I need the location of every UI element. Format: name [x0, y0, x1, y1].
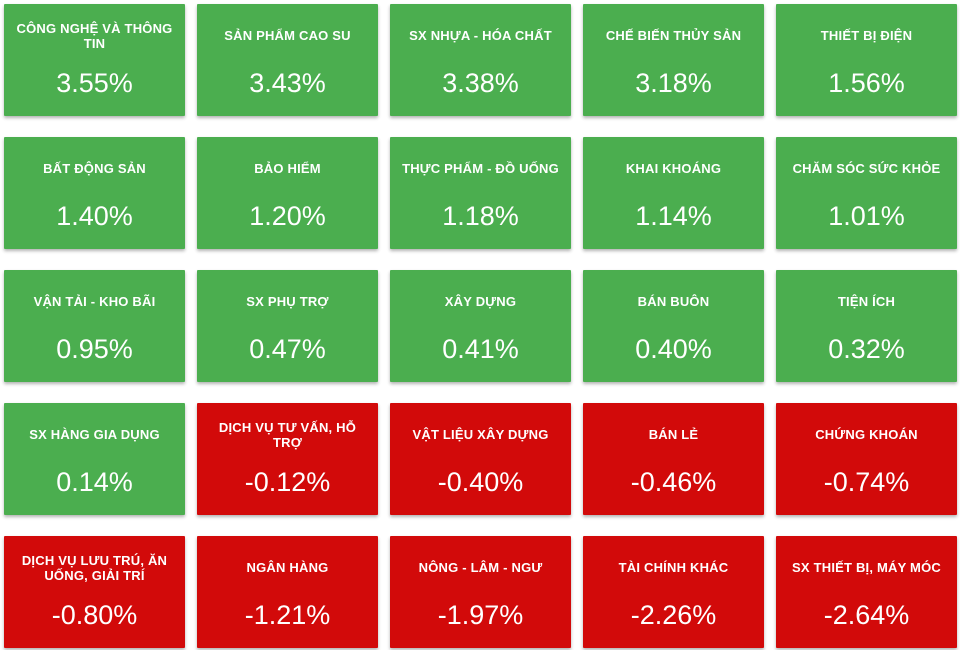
sector-tile[interactable]: SX PHỤ TRỢ 0.47% — [197, 270, 378, 382]
sector-change-value: 1.56% — [828, 67, 905, 98]
sector-tile[interactable]: SX HÀNG GIA DỤNG 0.14% — [4, 403, 185, 515]
sector-change-value: 1.40% — [56, 200, 133, 231]
sector-change-value: 0.32% — [828, 333, 905, 364]
sector-tile[interactable]: SX THIẾT BỊ, MÁY MÓC -2.64% — [776, 536, 957, 648]
sector-change-value: 3.38% — [442, 67, 519, 98]
sector-tile[interactable]: BÁN LẺ -0.46% — [583, 403, 764, 515]
sector-name: BẤT ĐỘNG SẢN — [43, 161, 146, 177]
sector-tile[interactable]: NÔNG - LÂM - NGƯ -1.97% — [390, 536, 571, 648]
sector-tile[interactable]: BÁN BUÔN 0.40% — [583, 270, 764, 382]
sector-tile[interactable]: TIỆN ÍCH 0.32% — [776, 270, 957, 382]
sector-name: NGÂN HÀNG — [246, 560, 329, 576]
sector-name: DỊCH VỤ TƯ VẤN, HỖ TRỢ — [218, 419, 357, 450]
sector-name: THỰC PHẨM - ĐỒ UỐNG — [402, 161, 559, 177]
sector-tile[interactable]: DỊCH VỤ LƯU TRÚ, ĂN UỐNG, GIẢI TRÍ -0.80% — [4, 536, 185, 648]
sector-name: TÀI CHÍNH KHÁC — [618, 560, 729, 576]
sector-name: SX THIẾT BỊ, MÁY MÓC — [792, 560, 941, 576]
sector-tile[interactable]: SẢN PHẨM CAO SU 3.43% — [197, 4, 378, 116]
sector-name: SX PHỤ TRỢ — [246, 294, 329, 310]
sector-change-value: 3.18% — [635, 67, 712, 98]
sector-tile[interactable]: NGÂN HÀNG -1.21% — [197, 536, 378, 648]
sector-name: SẢN PHẨM CAO SU — [224, 28, 351, 44]
sector-change-value: 1.01% — [828, 200, 905, 231]
sector-name: XÂY DỰNG — [444, 294, 517, 310]
sector-tile[interactable]: BẢO HIỂM 1.20% — [197, 137, 378, 249]
sector-tile[interactable]: BẤT ĐỘNG SẢN 1.40% — [4, 137, 185, 249]
sector-name: BÁN LẺ — [648, 427, 699, 443]
sector-change-value: 1.18% — [442, 200, 519, 231]
sector-change-value: 3.43% — [249, 67, 326, 98]
sector-tile[interactable]: CHỨNG KHOÁN -0.74% — [776, 403, 957, 515]
sector-name: CHỨNG KHOÁN — [815, 427, 918, 443]
sector-name: THIẾT BỊ ĐIỆN — [820, 28, 913, 44]
sector-name: VẬN TẢI - KHO BÃI — [33, 294, 156, 310]
sector-name: DỊCH VỤ LƯU TRÚ, ĂN UỐNG, GIẢI TRÍ — [21, 552, 168, 583]
sector-name: BẢO HIỂM — [254, 161, 321, 177]
sector-change-value: -2.64% — [823, 599, 910, 630]
sector-change-value: -2.26% — [630, 599, 717, 630]
sector-change-value: 3.55% — [56, 67, 133, 98]
sector-name: BÁN BUÔN — [637, 294, 710, 310]
sector-name: KHAI KHOÁNG — [625, 161, 722, 177]
sector-change-value: 0.14% — [56, 466, 133, 497]
sector-tile[interactable]: DỊCH VỤ TƯ VẤN, HỖ TRỢ -0.12% — [197, 403, 378, 515]
sector-tile[interactable]: XÂY DỰNG 0.41% — [390, 270, 571, 382]
sector-tile[interactable]: VẬT LIỆU XÂY DỰNG -0.40% — [390, 403, 571, 515]
sector-tile[interactable]: KHAI KHOÁNG 1.14% — [583, 137, 764, 249]
sector-change-value: -0.74% — [823, 466, 910, 497]
sector-tile[interactable]: THIẾT BỊ ĐIỆN 1.56% — [776, 4, 957, 116]
sector-change-value: -0.40% — [437, 466, 524, 497]
sector-change-value: -0.46% — [630, 466, 717, 497]
sector-change-value: 0.41% — [442, 333, 519, 364]
sector-tile[interactable]: VẬN TẢI - KHO BÃI 0.95% — [4, 270, 185, 382]
sector-tile[interactable]: CÔNG NGHỆ VÀ THÔNG TIN 3.55% — [4, 4, 185, 116]
sector-name: SX NHỰA - HÓA CHẤT — [409, 28, 552, 44]
sector-change-value: -1.21% — [244, 599, 331, 630]
sector-name: SX HÀNG GIA DỤNG — [29, 427, 160, 443]
sector-name: TIỆN ÍCH — [837, 294, 896, 310]
sector-change-value: 0.95% — [56, 333, 133, 364]
sector-change-value: -0.80% — [51, 599, 138, 630]
sector-name: NÔNG - LÂM - NGƯ — [418, 560, 543, 576]
sector-change-value: -0.12% — [244, 466, 331, 497]
sector-change-value: -1.97% — [437, 599, 524, 630]
sector-tile[interactable]: THỰC PHẨM - ĐỒ UỐNG 1.18% — [390, 137, 571, 249]
sector-name: CÔNG NGHỆ VÀ THÔNG TIN — [16, 20, 173, 51]
sector-name: CHĂM SÓC SỨC KHỎE — [792, 161, 941, 177]
sector-name: VẬT LIỆU XÂY DỰNG — [412, 427, 549, 443]
sector-name: CHẾ BIẾN THỦY SẢN — [605, 28, 742, 44]
sector-tile[interactable]: CHĂM SÓC SỨC KHỎE 1.01% — [776, 137, 957, 249]
sector-tile[interactable]: TÀI CHÍNH KHÁC -2.26% — [583, 536, 764, 648]
sector-tile[interactable]: CHẾ BIẾN THỦY SẢN 3.18% — [583, 4, 764, 116]
sector-change-value: 1.14% — [635, 200, 712, 231]
sector-change-value: 0.40% — [635, 333, 712, 364]
sector-change-value: 0.47% — [249, 333, 326, 364]
sector-tile[interactable]: SX NHỰA - HÓA CHẤT 3.38% — [390, 4, 571, 116]
sector-change-value: 1.20% — [249, 200, 326, 231]
